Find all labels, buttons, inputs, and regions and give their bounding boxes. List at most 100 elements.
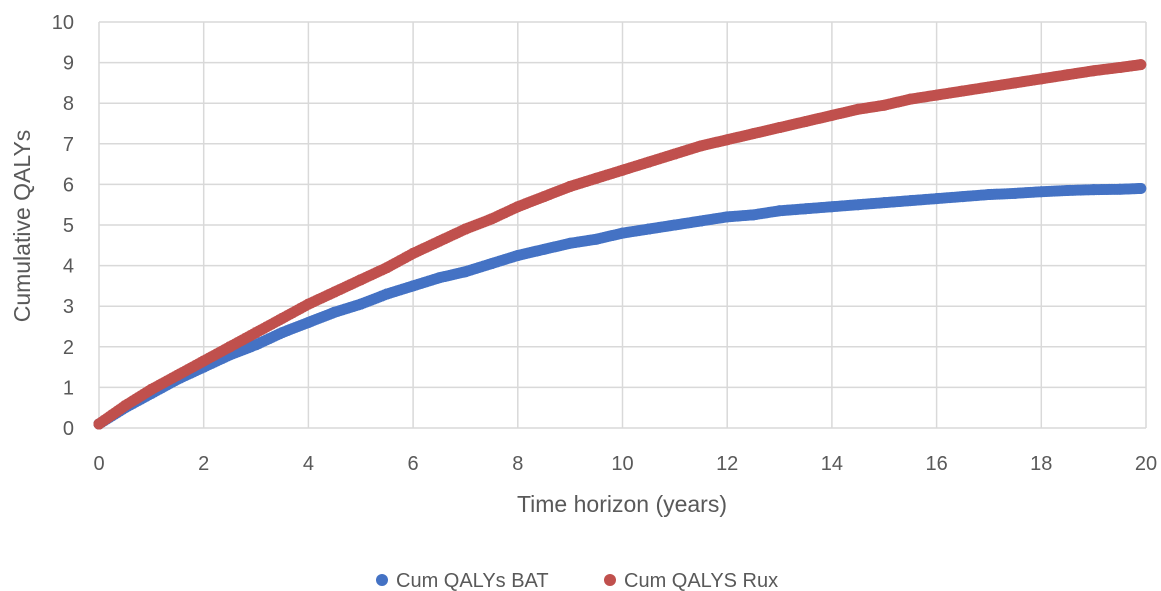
- data-point: [564, 237, 576, 249]
- data-point: [695, 140, 707, 152]
- data-point: [931, 193, 943, 205]
- y-tick-label: 2: [63, 337, 74, 359]
- data-point: [276, 327, 288, 339]
- x-tick-label: 4: [303, 453, 314, 475]
- data-point: [355, 274, 367, 286]
- data-point: [1135, 182, 1147, 194]
- data-point: [1009, 187, 1021, 199]
- legend-label: Cum QALYS Rux: [624, 570, 778, 591]
- data-point: [904, 93, 916, 105]
- y-axis-ticks: 0 1 2 3 4 5 6 7 8 9 10: [52, 12, 74, 440]
- data-point: [983, 81, 995, 93]
- y-tick-label: 1: [63, 377, 74, 399]
- data-point: [931, 89, 943, 101]
- data-point: [172, 369, 184, 381]
- x-tick-label: 18: [1030, 453, 1052, 475]
- data-point: [747, 128, 759, 140]
- data-point: [407, 247, 419, 259]
- y-tick-label: 5: [63, 215, 74, 237]
- legend-item-1: Cum QALYS Rux: [604, 570, 778, 591]
- data-point: [329, 306, 341, 318]
- data-point: [459, 223, 471, 235]
- data-point: [878, 99, 890, 111]
- data-point: [381, 262, 393, 274]
- legend: Cum QALYs BAT Cum QALYS Rux: [376, 570, 778, 591]
- legend-marker: [604, 574, 616, 586]
- data-point: [564, 180, 576, 192]
- data-series: [93, 59, 1147, 430]
- data-point: [643, 223, 655, 235]
- data-point: [1114, 183, 1126, 195]
- legend-item-0: Cum QALYs BAT: [376, 570, 549, 591]
- data-point: [1088, 184, 1100, 196]
- data-point: [198, 355, 210, 367]
- legend-marker: [376, 574, 388, 586]
- data-point: [302, 298, 314, 310]
- data-point: [590, 172, 602, 184]
- data-point: [329, 286, 341, 298]
- data-point: [590, 233, 602, 245]
- x-tick-label: 8: [512, 453, 523, 475]
- y-tick-label: 7: [63, 134, 74, 156]
- x-tick-label: 0: [93, 453, 104, 475]
- data-point: [1135, 59, 1147, 71]
- x-axis-title: Time horizon (years): [517, 491, 727, 517]
- data-point: [276, 312, 288, 324]
- data-point: [774, 205, 786, 217]
- y-tick-label: 4: [63, 256, 74, 278]
- data-point: [1061, 69, 1073, 81]
- data-point: [119, 400, 131, 412]
- data-point: [826, 201, 838, 213]
- y-tick-label: 10: [52, 12, 74, 34]
- data-point: [669, 219, 681, 231]
- data-point: [852, 103, 864, 115]
- data-point: [512, 201, 524, 213]
- data-point: [93, 418, 105, 430]
- data-point: [459, 266, 471, 278]
- data-point: [486, 258, 498, 270]
- y-axis-title: Cumulative QALYs: [9, 130, 35, 323]
- data-point: [486, 213, 498, 225]
- x-tick-label: 2: [198, 453, 209, 475]
- x-tick-label: 20: [1135, 453, 1157, 475]
- data-point: [800, 203, 812, 215]
- data-point: [721, 211, 733, 223]
- data-point: [878, 197, 890, 209]
- data-point: [1009, 77, 1021, 89]
- data-point: [957, 85, 969, 97]
- data-point: [433, 235, 445, 247]
- data-point: [617, 164, 628, 176]
- data-point: [695, 215, 707, 227]
- data-point: [381, 288, 393, 300]
- data-point: [250, 339, 262, 351]
- data-point: [1061, 184, 1073, 196]
- gridlines: [98, 21, 1147, 429]
- y-tick-label: 9: [63, 53, 74, 75]
- x-tick-label: 10: [611, 453, 633, 475]
- x-axis-ticks: 0 2 4 6 8 10 12 14 16 18 20: [93, 453, 1157, 475]
- data-point: [538, 191, 550, 203]
- x-tick-label: 14: [821, 453, 843, 475]
- y-tick-label: 3: [63, 296, 74, 318]
- data-point: [721, 134, 733, 146]
- data-point: [224, 341, 236, 353]
- data-point: [617, 227, 628, 239]
- data-point: [355, 298, 367, 310]
- data-point: [983, 189, 995, 201]
- legend-label: Cum QALYs BAT: [396, 570, 549, 591]
- data-point: [1035, 73, 1047, 85]
- data-point: [774, 122, 786, 134]
- data-point: [250, 327, 262, 339]
- data-point: [669, 148, 681, 160]
- series-1: [93, 59, 1147, 430]
- data-point: [852, 199, 864, 211]
- y-tick-label: 0: [63, 418, 74, 440]
- x-tick-label: 16: [925, 453, 947, 475]
- data-point: [512, 249, 524, 261]
- series-1-marker-trail: [93, 59, 1147, 430]
- data-point: [145, 383, 157, 395]
- data-point: [1114, 61, 1126, 73]
- data-point: [302, 316, 314, 328]
- x-tick-label: 12: [716, 453, 738, 475]
- data-point: [1088, 65, 1100, 77]
